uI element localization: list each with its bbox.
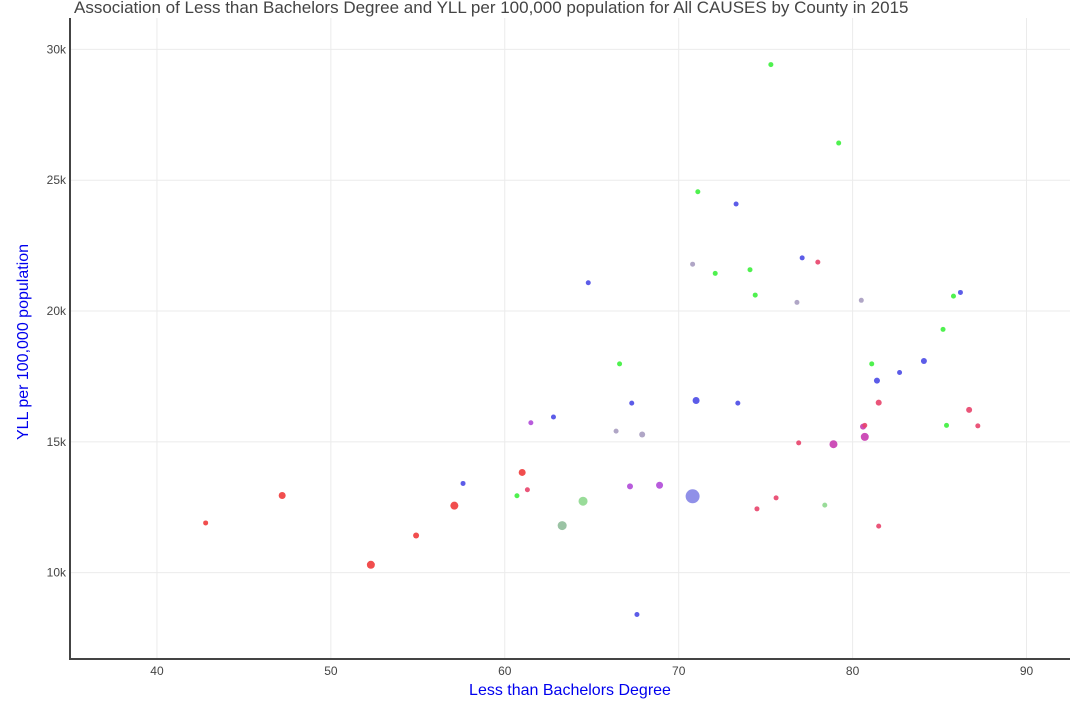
y-tick-label: 20k — [47, 304, 67, 318]
data-point[interactable] — [656, 481, 664, 489]
data-point[interactable] — [829, 440, 838, 449]
data-point[interactable] — [944, 422, 950, 428]
data-point[interactable] — [950, 293, 956, 299]
data-point[interactable] — [940, 326, 946, 332]
data-point[interactable] — [578, 496, 588, 506]
data-point[interactable] — [629, 400, 635, 406]
x-tick-label: 70 — [672, 664, 686, 678]
x-tick-label: 50 — [324, 664, 338, 678]
data-point[interactable] — [735, 400, 741, 406]
data-point[interactable] — [957, 289, 963, 295]
data-point[interactable] — [920, 358, 927, 365]
y-tick-label: 15k — [47, 435, 67, 449]
x-tick-label: 80 — [846, 664, 860, 678]
data-point[interactable] — [822, 502, 828, 508]
data-point[interactable] — [585, 280, 591, 286]
data-point[interactable] — [366, 560, 375, 569]
data-point[interactable] — [613, 428, 619, 434]
data-point[interactable] — [733, 201, 739, 207]
data-point[interactable] — [747, 267, 753, 273]
data-point[interactable] — [754, 506, 760, 512]
data-point[interactable] — [860, 432, 869, 441]
data-point[interactable] — [557, 521, 567, 531]
data-point[interactable] — [975, 423, 981, 429]
data-point[interactable] — [858, 297, 864, 303]
data-point[interactable] — [799, 255, 805, 261]
data-point[interactable] — [796, 440, 802, 446]
data-point[interactable] — [617, 361, 623, 367]
y-axis-title: YLL per 100,000 population — [15, 244, 32, 440]
grid-lines — [70, 18, 1070, 659]
chart-title: Association of Less than Bachelors Degre… — [74, 0, 908, 17]
y-tick-labels: 10k 15k 20k 25k 30k — [47, 42, 67, 579]
x-axis-title: Less than Bachelors Degree — [469, 682, 671, 699]
data-point[interactable] — [897, 370, 903, 376]
data-point[interactable] — [518, 468, 526, 476]
y-tick-label: 10k — [47, 566, 67, 580]
data-point[interactable] — [278, 491, 286, 499]
y-tick-label: 30k — [47, 42, 67, 56]
x-tick-labels: 40 50 60 70 80 90 — [150, 664, 1033, 678]
data-point[interactable] — [450, 501, 459, 510]
data-point[interactable] — [768, 62, 774, 68]
x-tick-label: 40 — [150, 664, 164, 678]
y-tick-label: 25k — [47, 173, 67, 187]
data-point[interactable] — [203, 520, 209, 526]
data-point[interactable] — [692, 397, 700, 405]
data-point[interactable] — [836, 140, 842, 146]
data-point[interactable] — [690, 261, 696, 267]
data-points — [203, 62, 981, 618]
data-point[interactable] — [685, 489, 700, 504]
x-tick-label: 60 — [498, 664, 512, 678]
data-point[interactable] — [627, 483, 633, 490]
data-point[interactable] — [634, 612, 640, 618]
data-point[interactable] — [876, 523, 882, 529]
data-point[interactable] — [862, 422, 868, 428]
data-point[interactable] — [639, 431, 646, 438]
data-point[interactable] — [528, 420, 534, 426]
data-point[interactable] — [869, 361, 875, 367]
data-point[interactable] — [712, 270, 718, 276]
data-point[interactable] — [815, 259, 821, 265]
data-point[interactable] — [875, 399, 882, 406]
data-point[interactable] — [460, 480, 466, 486]
data-point[interactable] — [773, 495, 779, 501]
data-point[interactable] — [550, 414, 556, 420]
data-point[interactable] — [966, 406, 973, 413]
data-point[interactable] — [524, 487, 530, 493]
x-tick-label: 90 — [1020, 664, 1034, 678]
data-point[interactable] — [794, 299, 800, 305]
data-point[interactable] — [873, 377, 880, 384]
data-point[interactable] — [695, 189, 701, 195]
data-point[interactable] — [413, 532, 420, 539]
data-point[interactable] — [752, 292, 758, 298]
data-point[interactable] — [514, 493, 520, 499]
